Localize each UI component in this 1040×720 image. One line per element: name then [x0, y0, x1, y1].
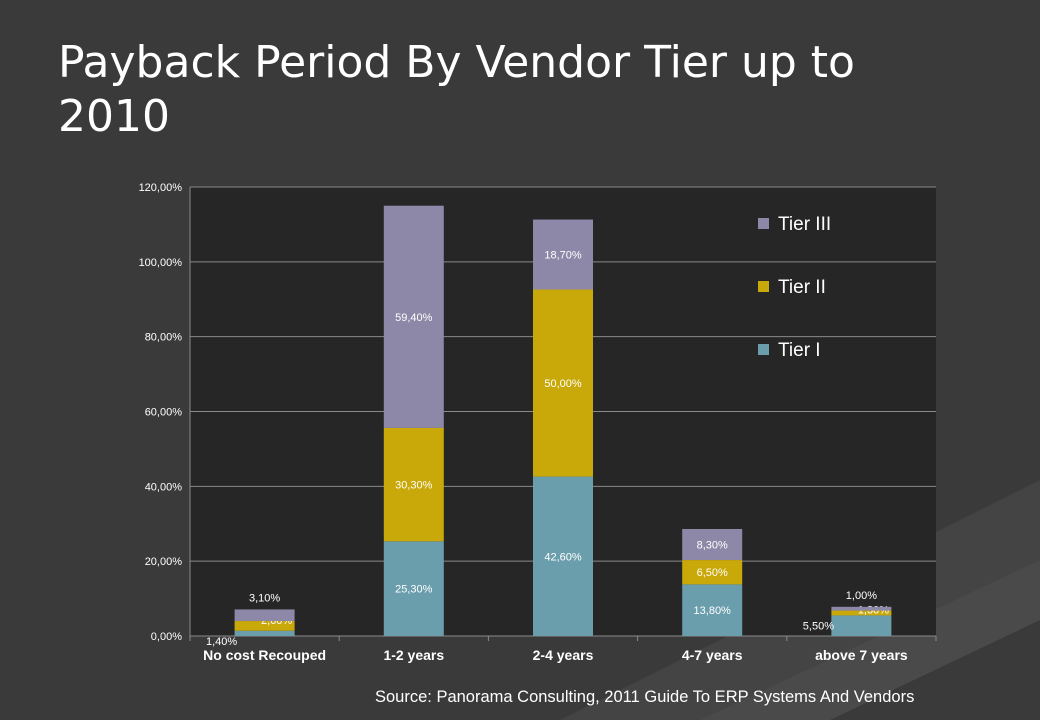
x-category-label: 4-7 years	[682, 647, 743, 663]
x-category-label: above 7 years	[815, 647, 908, 663]
legend-label: Tier I	[778, 340, 821, 361]
data-label: 25,30%	[395, 584, 433, 596]
slide-title: Payback Period By Vendor Tier up to 2010	[58, 37, 855, 142]
tier-i-bar	[383, 541, 444, 636]
x-category-label: 1-2 years	[383, 647, 444, 663]
data-label: 8,30%	[697, 540, 728, 552]
legend-swatch	[758, 344, 769, 355]
data-label: 13,80%	[694, 605, 732, 617]
tier-iii-bar	[533, 219, 593, 290]
legend-label: Tier II	[778, 277, 826, 298]
tier-iii-bar	[682, 528, 743, 561]
y-tick-label: 40,00%	[145, 481, 183, 493]
tier-i-bar	[234, 630, 295, 636]
background-stripe	[700, 560, 1040, 720]
tier-ii-bar	[533, 289, 593, 477]
legend-swatch	[758, 281, 769, 292]
y-tick-label: 80,00%	[145, 332, 183, 344]
y-tick-label: 0,00%	[151, 631, 182, 643]
data-label: 3,10%	[249, 592, 280, 604]
data-label: 6,50%	[697, 567, 728, 579]
data-label: 59,40%	[395, 312, 433, 324]
data-label: 1,00%	[846, 590, 877, 602]
tier-ii-bar	[383, 427, 444, 542]
tier-ii-bar	[682, 560, 743, 585]
tier-i-bar	[831, 615, 892, 636]
x-category-label: 2-4 years	[533, 647, 594, 663]
data-label: 1,40%	[206, 636, 237, 648]
tier-ii-bar	[234, 621, 295, 631]
y-tick-label: 60,00%	[145, 407, 183, 419]
data-label: 18,70%	[544, 250, 582, 262]
data-label: 42,60%	[544, 551, 582, 563]
x-category-label: No cost Recouped	[203, 647, 326, 663]
tier-iii-bar	[383, 205, 444, 428]
y-tick-label: 20,00%	[145, 556, 183, 568]
tier-iii-bar	[234, 609, 295, 622]
tier-iii-bar	[831, 606, 892, 611]
source-caption: Source: Panorama Consulting, 2011 Guide …	[375, 688, 915, 706]
y-tick-label: 120,00%	[139, 182, 183, 194]
data-label: 30,30%	[395, 480, 433, 492]
tier-i-bar	[682, 584, 743, 636]
y-tick-label: 100,00%	[139, 257, 183, 269]
data-label: 50,00%	[544, 378, 582, 390]
data-label: 5,50%	[803, 620, 834, 632]
legend-label: Tier III	[778, 214, 831, 235]
legend-swatch	[758, 218, 769, 229]
tier-ii-bar	[831, 610, 892, 616]
tier-i-bar	[533, 476, 593, 636]
